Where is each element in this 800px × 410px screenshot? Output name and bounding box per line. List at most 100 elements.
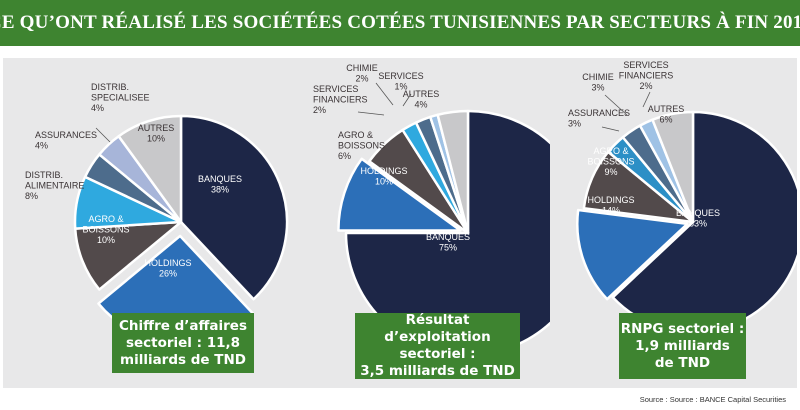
slice-label-line: BANQUES bbox=[426, 232, 470, 242]
slice-percent: 10% bbox=[147, 134, 165, 144]
caption-chiffre-affaires: Chiffre d’affaires sectoriel : 11,8 mill… bbox=[112, 313, 254, 373]
slice-label-line: AUTRES bbox=[403, 89, 440, 99]
slice-percent: 3% bbox=[591, 83, 604, 93]
caption-line: 3,5 milliards de TND bbox=[360, 363, 515, 379]
slice-label-line: AGRO & bbox=[88, 214, 123, 224]
chart-title: CE QU’ONT RÉALISÉ LES SOCIÉTÉES COTÉES T… bbox=[0, 12, 800, 33]
source-note: Source : Source : BANCE Capital Securiti… bbox=[639, 395, 786, 404]
slice-percent: 10% bbox=[375, 177, 393, 187]
slice-percent: 4% bbox=[35, 141, 48, 151]
pie-slice-autres bbox=[651, 110, 695, 224]
leader-line bbox=[604, 94, 628, 116]
caption-line: 1,9 milliards bbox=[635, 337, 730, 354]
slice-percent: 2% bbox=[355, 74, 368, 84]
slice-label-services-financiers: SERVICES FINANCIERS 2% bbox=[619, 60, 674, 91]
slice-label-line: BANQUES bbox=[198, 174, 242, 184]
slice-percent: 75% bbox=[439, 243, 457, 253]
slice-label-distrib-alimentaire: DISTRIB. ALIMENTAIRE 8% bbox=[25, 170, 84, 201]
leader-line bbox=[95, 127, 111, 143]
caption-line: sectoriel : 11,8 bbox=[125, 334, 241, 351]
slice-label-autres: AUTRES 4% bbox=[403, 89, 440, 110]
slice-percent: 14% bbox=[602, 206, 620, 216]
slice-percent: 26% bbox=[159, 269, 177, 279]
slice-label-holdings: HOLDINGS 10% bbox=[360, 166, 407, 187]
slice-label-line: AGRO & bbox=[593, 146, 628, 156]
slice-label-line: FINANCIERS bbox=[313, 95, 368, 105]
slice-label-line: SERVICES bbox=[378, 71, 423, 81]
slice-percent: 3% bbox=[568, 119, 581, 129]
slice-label-holdings: HOLDINGS 26% bbox=[144, 258, 191, 279]
slice-label-autres: AUTRES 10% bbox=[138, 123, 175, 144]
slice-label-agro-boissons: AGRO & BOISSONS 10% bbox=[82, 214, 129, 245]
slice-label-line: CHIMIE bbox=[582, 72, 614, 82]
caption-line: Chiffre d’affaires bbox=[118, 317, 248, 334]
caption-line: Résultat d’exploitation bbox=[384, 312, 491, 345]
slice-label-line: AUTRES bbox=[648, 104, 685, 114]
pie-chart-chiffre-affaires: BANQUES 38%HOLDINGS 26%AGRO & BOISSONS 10%DI… bbox=[25, 82, 289, 344]
pie-slice-banques bbox=[179, 114, 289, 301]
slice-label-holdings: HOLDINGS 14% bbox=[587, 195, 634, 216]
slice-label-line: BOISSONS bbox=[82, 225, 129, 235]
slice-label-chimie: CHIMIE 3% bbox=[582, 72, 614, 93]
slice-label-line: BOISSONS bbox=[338, 141, 385, 151]
caption-line: milliards de TND bbox=[120, 351, 246, 368]
slice-label-line: SERVICES bbox=[313, 84, 358, 94]
slice-percent: 38% bbox=[211, 185, 229, 195]
leader-line bbox=[375, 82, 394, 106]
slice-percent: 9% bbox=[604, 167, 617, 177]
slice-label-line: SERVICES bbox=[623, 60, 668, 70]
slice-percent: 1% bbox=[394, 82, 407, 92]
slice-percent: 2% bbox=[313, 105, 326, 115]
slice-label-line: DISTRIB. bbox=[25, 170, 63, 180]
slice-label-banques: BANQUES 38% bbox=[198, 174, 242, 195]
pie-chart-rnpg: BANQUES 63% HOLDINGS 14% AGRO & BOISSONS 9% ASS… bbox=[568, 60, 797, 334]
leader-line bbox=[357, 111, 385, 116]
slice-label-assurances: ASSURANCES 4% bbox=[35, 130, 97, 151]
slice-label-line: HOLDINGS bbox=[587, 195, 634, 205]
caption-resultat-exploitation: Résultat d’exploitation sectoriel : 3,5 … bbox=[355, 312, 520, 379]
slice-label-line: BOISSONS bbox=[587, 157, 634, 167]
slice-percent: 2% bbox=[639, 81, 652, 91]
leader-line bbox=[642, 91, 651, 108]
caption-line: sectoriel : bbox=[399, 346, 476, 362]
slice-label-distrib-specialisee: DISTRIB. SPECIALISEE 4% bbox=[91, 82, 150, 113]
caption-line: de TND bbox=[654, 354, 711, 371]
slice-percent: 6% bbox=[659, 115, 672, 125]
pie-chart-resultat-exploitation: BANQUES 75% HOLDINGS 10% AGRO & BOISSONS 6% SER… bbox=[313, 63, 550, 357]
slice-label-assurances: ASSURANCES 3% bbox=[568, 108, 630, 129]
slice-percent: 4% bbox=[91, 103, 104, 113]
title-banner: CE QU’ONT RÉALISÉ LES SOCIÉTÉES COTÉES T… bbox=[0, 0, 800, 46]
slice-label-autres: AUTRES 6% bbox=[648, 104, 685, 125]
slice-percent: 10% bbox=[97, 235, 115, 245]
slice-label-line: HOLDINGS bbox=[144, 258, 191, 268]
leader-line bbox=[402, 93, 412, 107]
slice-label-line: AGRO & bbox=[338, 130, 373, 140]
slice-label-chimie: CHIMIE 2% bbox=[346, 63, 378, 84]
caption-line: RNPG sectoriel : bbox=[620, 320, 745, 337]
slice-label-line: DISTRIB. bbox=[91, 82, 129, 92]
panel-rnpg: BANQUES 63% HOLDINGS 14% AGRO & BOISSONS 9% ASS… bbox=[550, 58, 797, 388]
pie-slice-autres bbox=[436, 109, 470, 235]
slice-percent: 8% bbox=[25, 191, 38, 201]
slice-label-services-financiers: SERVICES FINANCIERS 2% bbox=[313, 84, 368, 115]
slice-label-services: SERVICES 1% bbox=[378, 71, 423, 92]
slice-label-line: FINANCIERS bbox=[619, 71, 674, 81]
slice-percent: 4% bbox=[414, 100, 427, 110]
slice-percent: 63% bbox=[689, 219, 707, 229]
slice-label-line: SPECIALISEE bbox=[91, 93, 150, 103]
slice-label-agro-boissons: AGRO & BOISSONS 6% bbox=[338, 130, 385, 161]
slice-label-line: ALIMENTAIRE bbox=[25, 181, 84, 191]
pie-slice-banques bbox=[344, 109, 550, 357]
pie-slice-autres bbox=[117, 114, 183, 224]
slice-label-banques: BANQUES 75% bbox=[426, 232, 470, 253]
pie-slice-holdings bbox=[576, 208, 689, 301]
slice-label-agro-boissons: AGRO & BOISSONS 9% bbox=[587, 146, 634, 177]
slice-label-banques: BANQUES 63% bbox=[676, 208, 720, 229]
caption-rnpg: RNPG sectoriel : 1,9 milliards de TND bbox=[619, 313, 746, 379]
slice-label-line: BANQUES bbox=[676, 208, 720, 218]
slice-label-line: AUTRES bbox=[138, 123, 175, 133]
slice-percent: 6% bbox=[338, 151, 351, 161]
slice-label-line: ASSURANCES bbox=[568, 108, 630, 118]
slice-label-line: CHIMIE bbox=[346, 63, 378, 73]
pie-slice-holdings bbox=[337, 157, 462, 232]
